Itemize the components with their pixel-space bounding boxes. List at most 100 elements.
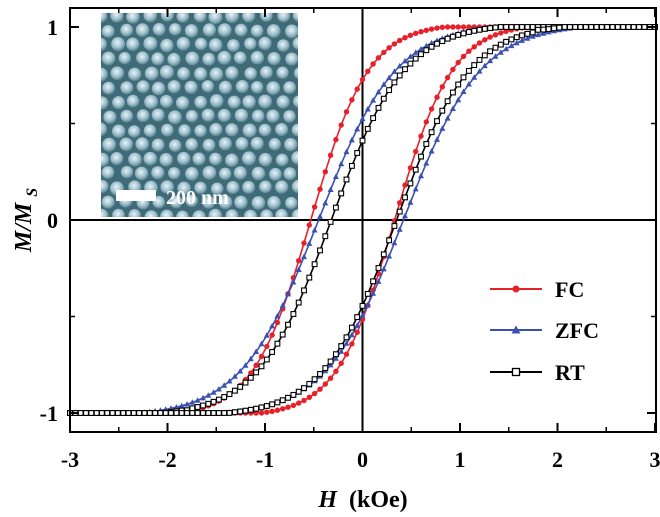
- data-point: [439, 38, 446, 45]
- data-point: [231, 373, 238, 379]
- nanoparticle-dot: [160, 38, 174, 53]
- data-point: [386, 45, 392, 51]
- data-point: [189, 405, 196, 412]
- data-point: [434, 136, 440, 142]
- data-point: [173, 410, 180, 416]
- data-point: [471, 74, 478, 80]
- nanoparticle-dot: [258, 36, 272, 51]
- data-point: [114, 410, 121, 416]
- nanoparticle-dot: [128, 209, 141, 217]
- data-point: [460, 88, 467, 94]
- nanoparticle-dot: [194, 95, 208, 109]
- nanoparticle-dot: [291, 123, 298, 137]
- data-point: [407, 53, 414, 59]
- data-point: [450, 66, 456, 73]
- data-point: [354, 314, 361, 321]
- nanoparticle-dot: [101, 67, 108, 82]
- nanoparticle-dot: [301, 24, 314, 37]
- nanoparticle-dot: [192, 210, 206, 217]
- nanoparticle-dot: [217, 23, 232, 37]
- data-point: [630, 24, 637, 30]
- nanoparticle-dot: [300, 109, 313, 122]
- data-point: [396, 226, 403, 232]
- legend-entry-rt: RT: [490, 360, 585, 385]
- nanoparticle-dot: [299, 195, 313, 209]
- nanoparticle-dot: [225, 13, 240, 23]
- data-point: [614, 24, 621, 30]
- nanoparticle-dot: [218, 195, 233, 210]
- data-point: [481, 52, 488, 59]
- data-point: [365, 68, 371, 75]
- data-point: [508, 42, 515, 49]
- data-point: [428, 43, 435, 50]
- data-point: [205, 410, 212, 416]
- data-point: [343, 176, 350, 183]
- nanoparticle-dot: [219, 224, 233, 238]
- data-point: [258, 410, 265, 416]
- nanoparticle-dot: [168, 110, 182, 125]
- nanoparticle-dot: [275, 180, 289, 194]
- data-point: [168, 410, 174, 416]
- data-point: [130, 410, 137, 416]
- nanoparticle-dot: [260, 66, 273, 79]
- data-point: [348, 324, 355, 331]
- data-point: [476, 40, 483, 46]
- data-point: [465, 29, 472, 35]
- nanoparticle-dot: [210, 182, 224, 196]
- data-point: [253, 369, 260, 376]
- data-point: [487, 48, 494, 55]
- data-point: [242, 379, 249, 386]
- nanoparticle-dot: [120, 81, 134, 95]
- data-point: [428, 26, 435, 32]
- nanoparticle-dot: [277, 39, 290, 52]
- data-point: [338, 360, 344, 366]
- y-tick-label: 1: [47, 15, 58, 40]
- data-point: [322, 365, 329, 372]
- data-point: [295, 266, 302, 272]
- nanoparticle-dot: [217, 50, 232, 65]
- data-point: [471, 27, 478, 34]
- data-point: [444, 24, 451, 30]
- nanoparticle-dot: [242, 13, 256, 23]
- nanoparticle-dot: [317, 110, 331, 124]
- data-point: [194, 404, 201, 410]
- nanoparticle-dot: [275, 123, 289, 136]
- data-point: [338, 343, 345, 350]
- data-point: [545, 26, 552, 33]
- nanoparticle-dot: [260, 13, 273, 22]
- data-point: [402, 182, 408, 188]
- nanoparticle-dot: [128, 152, 142, 167]
- data-point: [413, 30, 419, 36]
- data-point: [434, 94, 440, 100]
- nanoparticle-dot: [167, 80, 181, 94]
- data-point: [524, 35, 531, 41]
- nanoparticle-dot: [120, 165, 134, 179]
- data-point: [290, 311, 297, 317]
- data-point: [295, 388, 302, 395]
- data-point: [476, 68, 483, 74]
- nanoparticle-dot: [101, 195, 115, 209]
- nanoparticle-dot: [267, 52, 281, 66]
- data-point: [83, 410, 89, 416]
- nanoparticle-dot: [285, 196, 298, 210]
- nanoparticle-dot: [218, 80, 232, 94]
- data-point: [402, 57, 408, 64]
- data-point: [519, 24, 525, 30]
- data-point: [280, 406, 286, 412]
- nanoparticle-dot: [218, 137, 232, 151]
- nanoparticle-dot: [217, 108, 231, 123]
- nanoparticle-dot: [151, 138, 165, 152]
- nanoparticle-dot: [234, 108, 249, 123]
- scale-bar-label: 200 nm: [166, 187, 229, 209]
- nanoparticle-dot: [169, 224, 182, 237]
- data-point: [269, 401, 276, 408]
- data-point: [258, 404, 265, 411]
- data-point: [439, 24, 445, 30]
- data-point: [290, 391, 297, 398]
- nanoparticle-dot: [283, 81, 296, 94]
- nanoparticle-dot: [112, 208, 125, 217]
- nanoparticle-dot: [202, 195, 216, 209]
- data-point: [338, 122, 344, 128]
- nanoparticle-dot: [120, 224, 133, 237]
- data-point: [498, 30, 504, 36]
